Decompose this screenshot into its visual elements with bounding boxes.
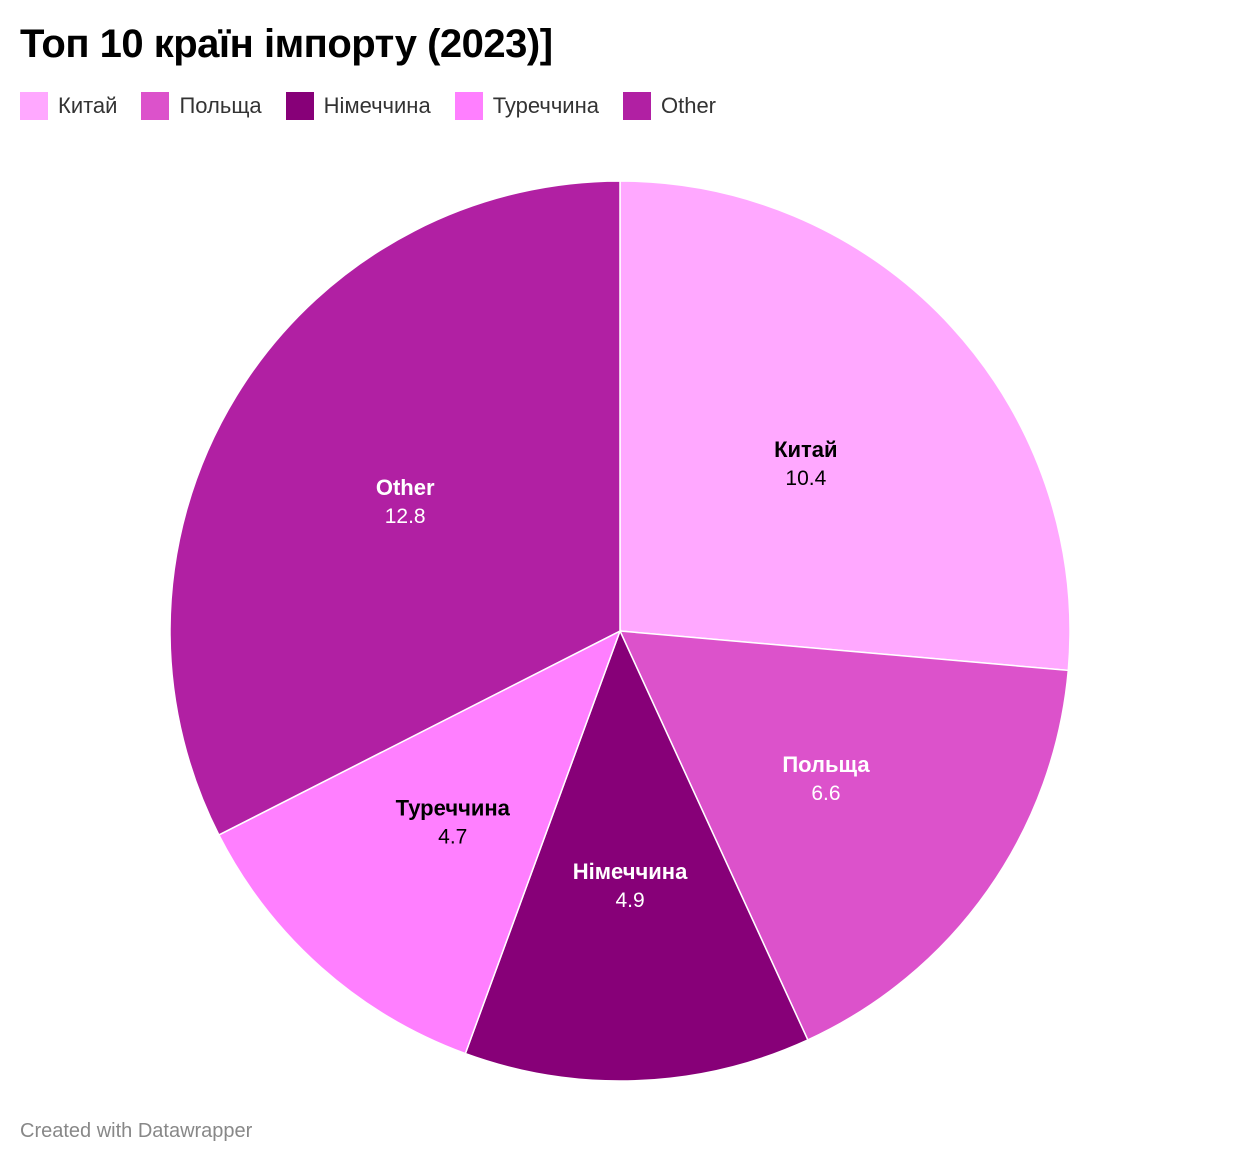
legend-item: Польща: [141, 92, 262, 120]
slice-label: Other: [376, 475, 435, 500]
footer-credit[interactable]: Created with Datawrapper: [20, 1120, 253, 1142]
legend-label: Китай: [58, 93, 118, 118]
pie-slice[interactable]: [169, 180, 621, 836]
pie-slice[interactable]: [217, 629, 622, 1055]
legend-swatch: [454, 92, 483, 120]
slice-value: 6.6: [811, 782, 840, 805]
slice-label: Китай: [774, 437, 838, 462]
pie-slice[interactable]: [619, 180, 1071, 672]
slice-value: 4.9: [615, 889, 644, 912]
legend-item: Китай: [20, 92, 117, 120]
legend-item: Туреччина: [454, 92, 599, 120]
legend: Китай Польща Німеччина Туреччина Other: [20, 92, 716, 120]
legend-label: Німеччина: [323, 93, 431, 118]
chart-title: Топ 10 країн імпорту (2023)]: [20, 22, 553, 66]
legend-swatch: [141, 92, 170, 120]
legend-swatch: [20, 92, 48, 120]
legend-label: Польща: [179, 93, 262, 118]
slice-value: 10.4: [785, 467, 826, 490]
slice-value: 12.8: [385, 505, 426, 528]
legend-swatch: [622, 92, 651, 120]
slice-label: Туреччина: [396, 796, 511, 821]
legend-item: Other: [622, 92, 717, 120]
legend-item: Німеччина: [285, 92, 431, 120]
legend-label: Other: [660, 93, 717, 118]
legend-label: Туреччина: [492, 93, 599, 118]
pie-slice[interactable]: [464, 629, 809, 1082]
legend-swatch: [285, 92, 314, 120]
slice-label: Польща: [782, 752, 870, 777]
pie-slice[interactable]: [618, 630, 1070, 1041]
slice-value: 4.7: [438, 826, 467, 849]
slice-label: Німеччина: [573, 859, 688, 884]
